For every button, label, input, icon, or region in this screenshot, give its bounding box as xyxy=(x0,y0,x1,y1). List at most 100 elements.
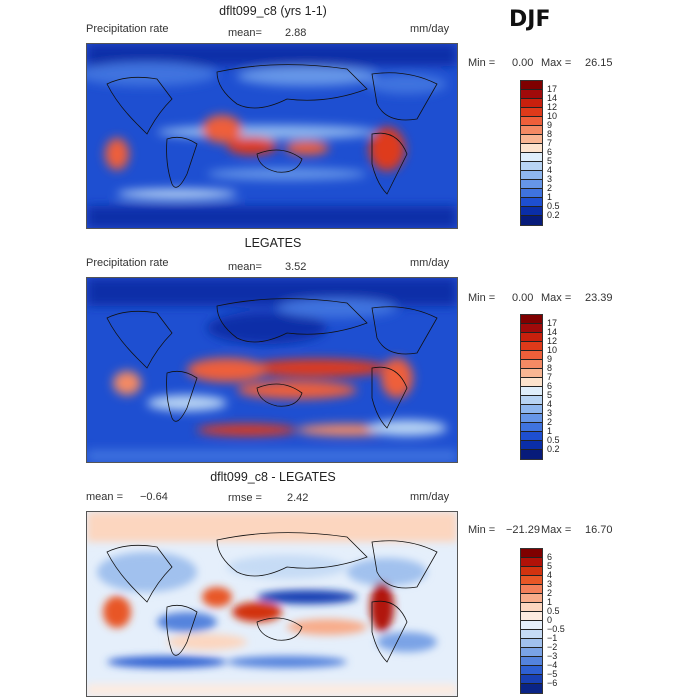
colorbar-tick-label: 17 xyxy=(547,83,558,94)
panel1-colorbar-swatch xyxy=(521,207,542,216)
panel2-title: LEGATES xyxy=(244,236,302,250)
colorbar-tick-label: 7 xyxy=(547,371,553,382)
colorbar-tick-label: −0.5 xyxy=(547,623,565,634)
panel2-colorbar-swatch xyxy=(521,387,542,396)
colorbar-tick-label: 6 xyxy=(547,551,553,562)
panel3-min-value: −21.29 xyxy=(506,524,540,536)
panel1-min-value: 0.00 xyxy=(512,57,534,69)
panel2-mean-value: 3.52 xyxy=(285,261,307,273)
panel1-colorbar-swatch xyxy=(521,99,542,108)
panel3-max-value: 16.70 xyxy=(585,524,613,536)
panel2-map-graphic xyxy=(87,278,457,462)
colorbar-tick-label: 8 xyxy=(547,362,553,373)
colorbar-tick-label: −3 xyxy=(547,650,558,661)
panel3-rmse-value: 2.42 xyxy=(287,492,309,504)
colorbar-tick-label: 5 xyxy=(547,560,553,571)
colorbar-tick-label: 4 xyxy=(547,398,553,409)
panel3-colorbar-swatch xyxy=(521,594,542,603)
panel2-colorbar-swatch xyxy=(521,333,542,342)
panel3-colorbar-swatch xyxy=(521,630,542,639)
colorbar-tick-label: 2 xyxy=(547,416,553,427)
panel3-colorbar-swatch xyxy=(521,621,542,630)
panel1-colorbar-swatch xyxy=(521,153,542,162)
panel2-colorbar-swatch xyxy=(521,324,542,333)
panel2-colorbar-swatch xyxy=(521,369,542,378)
panel3-units: mm/day xyxy=(410,491,450,503)
panel1-colorbar-swatch xyxy=(521,126,542,135)
panel2-max-value: 23.39 xyxy=(585,292,613,304)
colorbar-tick-label: −2 xyxy=(547,641,558,652)
colorbar-tick-label: 1 xyxy=(547,191,553,202)
colorbar-tick-label: 10 xyxy=(547,110,558,121)
colorbar-tick-label: −1 xyxy=(547,632,558,643)
panel2-units: mm/day xyxy=(410,257,450,269)
panel3-colorbar-swatch xyxy=(521,612,542,621)
panel2-colorbar-swatch xyxy=(521,450,542,459)
panel1-max-value: 26.15 xyxy=(585,57,613,69)
panel3-colorbar-swatch xyxy=(521,639,542,648)
panel3-colorbar-swatch xyxy=(521,585,542,594)
panel3-map xyxy=(86,511,458,697)
panel1-colorbar-swatch xyxy=(521,189,542,198)
panel1-mean-value: 2.88 xyxy=(285,27,307,39)
panel1-colorbar-swatch xyxy=(521,90,542,99)
panel1-units: mm/day xyxy=(410,23,450,35)
colorbar-tick-label: −4 xyxy=(547,659,558,670)
colorbar-tick-label: 7 xyxy=(547,137,553,148)
colorbar-tick-label: 1 xyxy=(547,596,553,607)
colorbar-tick-label: 9 xyxy=(547,119,553,130)
panel3-title: dflt099_c8 - LEGATES xyxy=(210,470,336,484)
panel3-mean-label: mean = xyxy=(86,491,123,503)
colorbar-tick-label: 2 xyxy=(547,587,553,598)
panel2-colorbar-swatch xyxy=(521,360,542,369)
panel3-map-graphic xyxy=(87,512,457,696)
colorbar-tick-label: −6 xyxy=(547,677,558,688)
panel1-colorbar-swatch xyxy=(521,162,542,171)
colorbar-tick-label: 14 xyxy=(547,92,558,103)
colorbar-tick-label: 4 xyxy=(547,164,553,175)
colorbar-tick-label: 0.5 xyxy=(547,434,560,445)
panel2-variable-label: Precipitation rate xyxy=(86,257,169,269)
panel3-max-label: Max = xyxy=(541,524,572,536)
colorbar-tick-label: 3 xyxy=(547,407,553,418)
colorbar-tick-label: 12 xyxy=(547,101,558,112)
colorbar-tick-label: 3 xyxy=(547,173,553,184)
panel1-map xyxy=(86,43,458,229)
colorbar-tick-label: 0.5 xyxy=(547,200,560,211)
panel3-colorbar-swatch xyxy=(521,657,542,666)
colorbar-tick-label: 3 xyxy=(547,578,553,589)
colorbar-tick-label: 12 xyxy=(547,335,558,346)
panel3-rmse-label: rmse = xyxy=(228,492,262,504)
panel2-colorbar-swatch xyxy=(521,342,542,351)
panel2-colorbar-swatch xyxy=(521,315,542,324)
colorbar-tick-label: 17 xyxy=(547,317,558,328)
panel1-map-graphic xyxy=(87,44,457,228)
panel3-colorbar-swatch xyxy=(521,675,542,684)
panel1-colorbar-swatch xyxy=(521,171,542,180)
panel1-variable-label: Precipitation rate xyxy=(86,23,169,35)
panel2-mean-label: mean= xyxy=(228,261,262,273)
panel1-min-label: Min = xyxy=(468,57,496,69)
panel2-map xyxy=(86,277,458,463)
panel2-colorbar xyxy=(520,314,543,460)
panel3-colorbar-swatch xyxy=(521,567,542,576)
panel2-colorbar-swatch xyxy=(521,396,542,405)
panel3-min-label: Min = xyxy=(468,524,496,536)
panel2-colorbar-swatch xyxy=(521,414,542,423)
panel1-colorbar-swatch xyxy=(521,180,542,189)
panel3-colorbar-swatch xyxy=(521,684,542,693)
panel2-min-value: 0.00 xyxy=(512,292,534,304)
panel1-colorbar-swatch xyxy=(521,198,542,207)
panel1-colorbar-swatch xyxy=(521,108,542,117)
panel2-colorbar-swatch xyxy=(521,423,542,432)
panel3-colorbar-swatch xyxy=(521,603,542,612)
panel2-colorbar-swatch xyxy=(521,405,542,414)
colorbar-tick-label: 0 xyxy=(547,614,553,625)
panel3-colorbar-swatch xyxy=(521,576,542,585)
panel2-colorbar-swatch xyxy=(521,432,542,441)
panel1-max-label: Max = xyxy=(541,57,572,69)
panel1-mean-label: mean= xyxy=(228,27,262,39)
colorbar-tick-label: 0.5 xyxy=(547,605,560,616)
colorbar-tick-label: 5 xyxy=(547,155,553,166)
colorbar-tick-label: 0.2 xyxy=(547,209,560,220)
